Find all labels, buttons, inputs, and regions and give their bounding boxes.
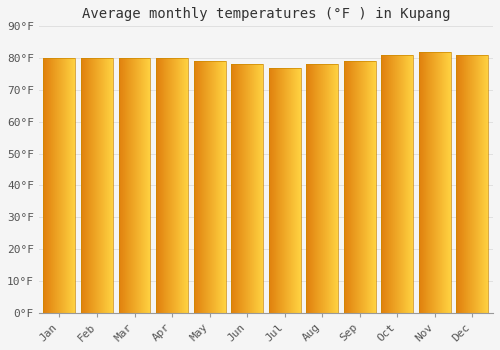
Bar	[44, 58, 76, 313]
Bar	[118, 58, 150, 313]
Bar	[231, 64, 263, 313]
Bar	[81, 58, 113, 313]
Bar	[419, 52, 451, 313]
Bar	[456, 55, 488, 313]
Bar	[156, 58, 188, 313]
Bar	[344, 61, 376, 313]
Bar	[306, 64, 338, 313]
Bar	[194, 61, 226, 313]
Title: Average monthly temperatures (°F ) in Kupang: Average monthly temperatures (°F ) in Ku…	[82, 7, 450, 21]
Bar	[382, 55, 414, 313]
Bar	[268, 68, 300, 313]
